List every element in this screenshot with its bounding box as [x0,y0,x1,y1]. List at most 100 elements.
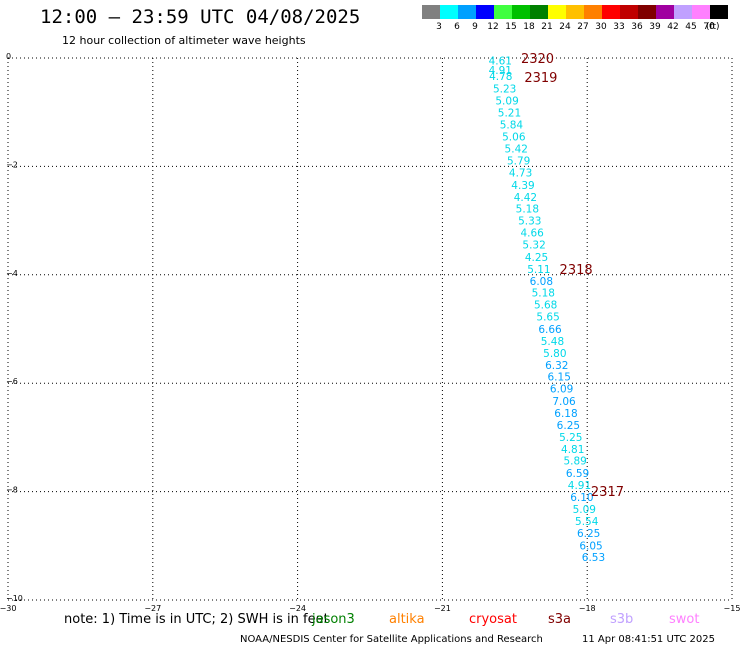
wave-height-value: 6.66 [538,324,562,336]
wave-height-value: 5.80 [543,348,566,360]
legend-unit: (ft) [706,22,720,32]
wave-height-value: 6.10 [570,492,593,504]
wave-height-value: 5.09 [573,504,596,516]
legend-swatch [692,5,710,19]
pass-number-label: 2318 [560,263,593,278]
wave-height-value: 5.11 [527,264,550,276]
legend-swatch [602,5,620,19]
lon-tick-label: −21 [434,604,451,613]
satellite-label-cryosat: cryosat [469,612,517,627]
generation-timestamp: 11 Apr 08:41:51 UTC 2025 [582,634,715,645]
legend-label: 27 [577,22,589,32]
legend-swatch [512,5,530,19]
map-grid [7,57,733,601]
wave-height-observations: 4.614.914.785.235.095.215.845.065.425.79… [489,56,606,564]
wave-height-value: 5.32 [522,239,545,251]
legend-swatch [638,5,656,19]
lat-tick-label: −10 [6,594,23,603]
lat-tick-label: −6 [6,377,18,386]
wave-height-value: 4.66 [520,228,544,240]
wave-height-value: 5.42 [505,144,528,156]
wave-height-value: 5.18 [516,204,539,216]
wave-height-value: 5.09 [495,95,518,107]
legend-swatch [494,5,512,19]
wave-height-value: 4.78 [489,71,512,83]
wave-height-value: 6.32 [545,360,568,372]
legend-label: 9 [472,22,478,32]
wave-height-value: 5.54 [575,516,599,528]
map-subtitle: 12 hour collection of altimeter wave hei… [62,34,306,47]
legend-swatch [422,5,440,19]
lon-tick-label: −27 [144,604,161,613]
satellite-label-s3a: s3a [548,612,572,627]
legend-swatch [620,5,638,19]
legend-swatch [458,5,476,19]
map-title: 12:00 – 23:59 UTC 04/08/2025 [40,6,361,28]
legend-label: 39 [649,22,661,32]
legend-swatch [440,5,458,19]
legend-swatch [548,5,566,19]
wave-height-value: 5.21 [498,108,521,120]
satellite-label-jason3: jason3 [312,612,355,627]
legend-label: 12 [487,22,499,32]
wave-height-value: 5.79 [507,155,530,167]
lon-tick-label: −24 [289,604,306,613]
wave-height-value: 4.91 [489,65,512,77]
wave-height-value: 5.48 [541,336,564,348]
pass-number-label: 2320 [521,52,554,67]
wave-height-value: 4.81 [561,444,584,456]
lat-tick-label: −2 [6,160,18,169]
wave-height-value: 6.15 [548,372,571,384]
legend-swatch [566,5,584,19]
wave-height-value: 5.33 [518,216,541,228]
legend-swatch [476,5,494,19]
satellite-label-s3b: s3b [610,612,634,627]
wave-height-value: 6.53 [582,552,605,564]
legend-swatch [530,5,548,19]
legend-label: 33 [613,22,625,32]
legend-label: 30 [595,22,607,32]
wave-height-value: 5.65 [536,312,559,324]
wave-height-value: 5.23 [493,83,516,95]
legend-label: 70 [703,22,715,32]
wave-height-value: 6.25 [577,528,600,540]
wave-height-value: 5.06 [502,132,526,144]
wave-height-value: 4.61 [489,56,512,68]
lat-tick-label: 0 [6,52,11,61]
lon-tick-label: −18 [579,604,596,613]
wave-height-value: 4.39 [511,180,534,192]
legend-label: 21 [541,22,553,32]
legend-label: 24 [559,22,571,32]
satellite-label-altika: altika [389,612,425,627]
legend-label: 36 [631,22,643,32]
wave-height-value: 4.91 [568,480,591,492]
wave-height-value: 4.73 [509,167,532,179]
wave-height-value: 5.68 [534,300,557,312]
wave-height-value: 6.08 [530,276,553,288]
wave-height-value: 6.18 [554,408,577,420]
legend-label: 45 [685,22,697,32]
legend-label: 6 [454,22,460,32]
footnote: note: 1) Time is in UTC; 2) SWH is in fe… [64,612,329,627]
pass-number-label: 2317 [591,485,624,500]
pass-number-label: 2319 [524,71,557,86]
satellite-label-swot: swot [669,612,700,627]
legend-label: 3 [436,22,442,32]
wave-height-value: 7.06 [552,396,576,408]
wave-height-value: 4.25 [525,252,548,264]
legend-label: 42 [667,22,679,32]
legend-swatch [584,5,602,19]
credit-line: NOAA/NESDIS Center for Satellite Applica… [240,634,543,645]
pass-labels: 2320 2319 2318 2317 [521,52,624,500]
legend-label: 15 [505,22,517,32]
wave-height-value: 5.25 [559,432,582,444]
wave-height-value: 6.09 [550,384,573,396]
lat-tick-label: −8 [6,486,18,495]
wave-height-value: 5.18 [532,288,555,300]
wave-height-value: 6.25 [557,420,580,432]
legend-swatch [656,5,674,19]
wave-height-value: 5.84 [500,120,524,132]
legend-swatch [710,5,728,19]
legend-label: 18 [523,22,535,32]
